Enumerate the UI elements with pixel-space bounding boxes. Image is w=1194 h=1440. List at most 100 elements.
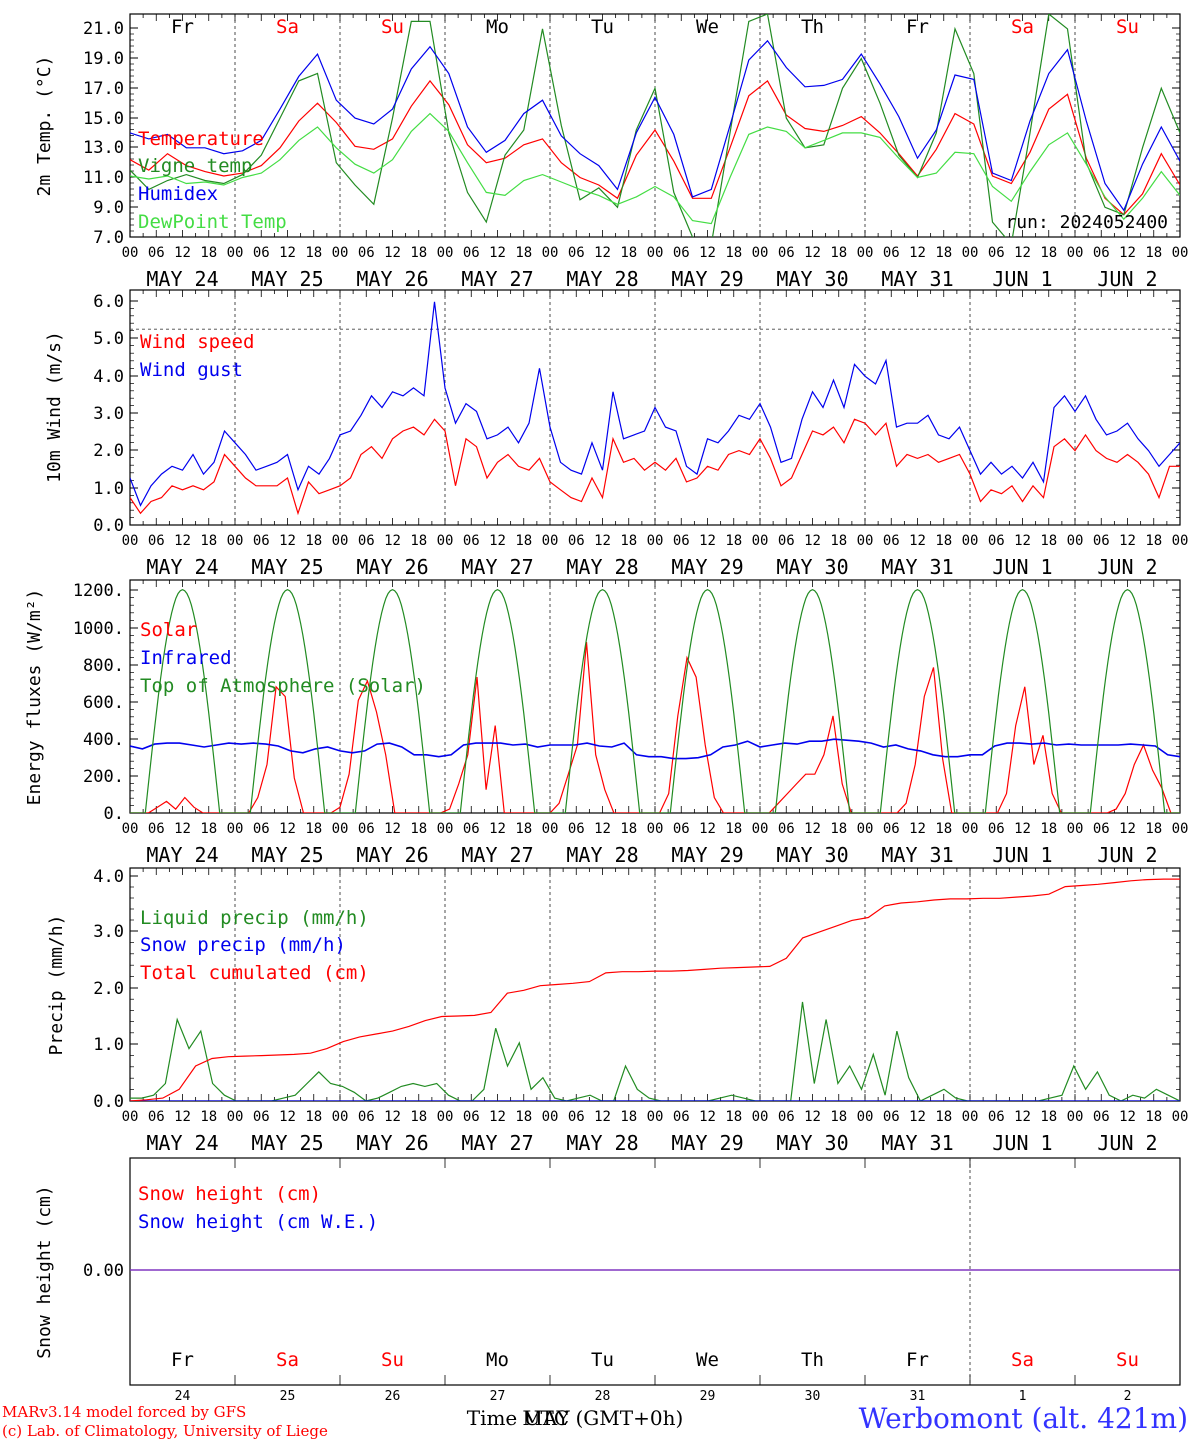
y-tick-label: 4.0 <box>93 367 124 387</box>
day-number-label: 25 <box>280 1389 296 1404</box>
hour-tick-label: 06 <box>883 1109 900 1125</box>
weekday-label: Sa <box>276 1349 299 1371</box>
hour-tick-label: 12 <box>1014 1109 1031 1125</box>
hour-tick-label: 06 <box>778 533 795 549</box>
day-number-label: 1 <box>1019 1389 1027 1404</box>
hour-tick-label: 12 <box>1014 245 1031 261</box>
hour-tick-label: 06 <box>148 245 165 261</box>
hour-tick-label: 00 <box>227 1109 244 1125</box>
series-vigne-temp-line <box>130 14 1180 237</box>
y-tick-label: 0.0 <box>93 516 124 536</box>
hour-tick-label: 18 <box>305 533 322 549</box>
hour-tick-label: 00 <box>962 821 979 837</box>
hour-tick-label: 12 <box>594 821 611 837</box>
y-tick-label: 400. <box>83 730 124 750</box>
y-tick-label: 3.0 <box>93 922 124 942</box>
date-label: MAY 31 <box>881 1131 953 1155</box>
hour-tick-label: 18 <box>620 533 637 549</box>
hour-tick-label: 00 <box>437 1109 454 1125</box>
hour-tick-label: 12 <box>699 1109 716 1125</box>
hour-tick-label: 06 <box>358 821 375 837</box>
legend-entry: Humidex <box>138 183 218 205</box>
weekday-label: Su <box>381 1349 404 1371</box>
hour-tick-label: 12 <box>594 533 611 549</box>
date-label: MAY 30 <box>776 1131 848 1155</box>
hour-tick-label: 06 <box>358 245 375 261</box>
hour-tick-label: 12 <box>699 245 716 261</box>
hour-tick-label: 18 <box>620 1109 637 1125</box>
hour-tick-label: 06 <box>463 821 480 837</box>
hour-tick-label: 12 <box>1119 1109 1136 1125</box>
hour-tick-label: 00 <box>332 821 349 837</box>
hour-tick-label: 18 <box>725 1109 742 1125</box>
y-tick-label: 6.0 <box>93 292 124 312</box>
date-label: MAY 26 <box>356 1131 428 1155</box>
panel-5: 0.00 Snow height (cm) Snow height (cm) Snow… <box>34 1157 1181 1386</box>
y-tick-label: 200. <box>83 767 124 787</box>
x-axis-month-label: MAY <box>522 1406 570 1430</box>
hour-tick-label: 00 <box>437 821 454 837</box>
hour-tick-label: 12 <box>699 533 716 549</box>
hour-tick-label: 00 <box>647 821 664 837</box>
weekday-label: Fr <box>171 1349 194 1371</box>
weekday-label: Mo <box>486 1349 509 1371</box>
hour-tick-label: 18 <box>410 1109 427 1125</box>
weekday-label: Sa <box>1011 1349 1034 1371</box>
hour-tick-label: 00 <box>857 533 874 549</box>
weekday-label: We <box>696 16 719 38</box>
hour-tick-label: 00 <box>752 533 769 549</box>
hour-tick-label: 18 <box>725 821 742 837</box>
panel-4: 0.0 1.0 2.0 3.0 4.0 Precip (mm/h) Liquid preci… <box>46 867 1188 1155</box>
hour-tick-label: 12 <box>1119 245 1136 261</box>
hour-tick-label: 18 <box>515 245 532 261</box>
hour-tick-label: 18 <box>1040 821 1057 837</box>
hour-tick-label: 00 <box>1067 533 1084 549</box>
hour-tick-label: 18 <box>935 821 952 837</box>
y-tick-label: 5.0 <box>93 329 124 349</box>
hour-tick-label: 06 <box>253 533 270 549</box>
series-top-of-atmosphere-solar-line <box>130 589 1180 813</box>
hour-tick-label: 18 <box>305 245 322 261</box>
hour-tick-label: 12 <box>1014 533 1031 549</box>
date-label: MAY 24 <box>146 843 218 867</box>
hour-tick-label: 12 <box>1119 821 1136 837</box>
hour-tick-label: 12 <box>279 1109 296 1125</box>
y-tick-label: 1200. <box>73 581 124 601</box>
hour-tick-label: 06 <box>463 245 480 261</box>
date-label: MAY 26 <box>356 267 428 291</box>
date-label: MAY 27 <box>461 843 533 867</box>
hour-tick-label: 18 <box>935 245 952 261</box>
date-label: MAY 29 <box>671 267 743 291</box>
hour-tick-label: 12 <box>174 1109 191 1125</box>
weekday-label: Fr <box>906 1349 929 1371</box>
hour-tick-label: 18 <box>200 245 217 261</box>
legend-entry: Snow precip (mm/h) <box>140 934 346 956</box>
hour-tick-label: 00 <box>227 533 244 549</box>
day-number-label: 28 <box>595 1389 611 1404</box>
hour-tick-label: 00 <box>227 821 244 837</box>
series-liquid-precip-mm-h-line <box>130 1001 1180 1101</box>
hour-tick-label: 18 <box>935 1109 952 1125</box>
y-tick-label: 4.0 <box>93 867 124 887</box>
y-tick-label: 0.0 <box>93 1092 124 1112</box>
hour-tick-label: 18 <box>1145 1109 1162 1125</box>
hour-tick-label: 18 <box>725 245 742 261</box>
date-label: MAY 30 <box>776 555 848 579</box>
hour-tick-label: 00 <box>122 245 139 261</box>
plot-frame <box>129 13 1181 238</box>
date-label: MAY 27 <box>461 555 533 579</box>
hour-tick-label: 00 <box>122 1109 139 1125</box>
date-label: MAY 28 <box>566 1131 638 1155</box>
run-label: run: 2024052400 <box>1005 212 1168 233</box>
hour-tick-label: 12 <box>489 533 506 549</box>
weekday-label: Mo <box>486 16 509 38</box>
hour-tick-label: 06 <box>1093 533 1110 549</box>
series-solar-line <box>130 642 1180 813</box>
hour-tick-label: 18 <box>830 533 847 549</box>
date-label: MAY 25 <box>251 267 323 291</box>
y-tick-label: 0.00 <box>83 1261 124 1281</box>
hour-tick-label: 18 <box>200 821 217 837</box>
hour-tick-label: 18 <box>620 245 637 261</box>
hour-tick-label: 00 <box>647 1109 664 1125</box>
hour-tick-label: 12 <box>804 533 821 549</box>
